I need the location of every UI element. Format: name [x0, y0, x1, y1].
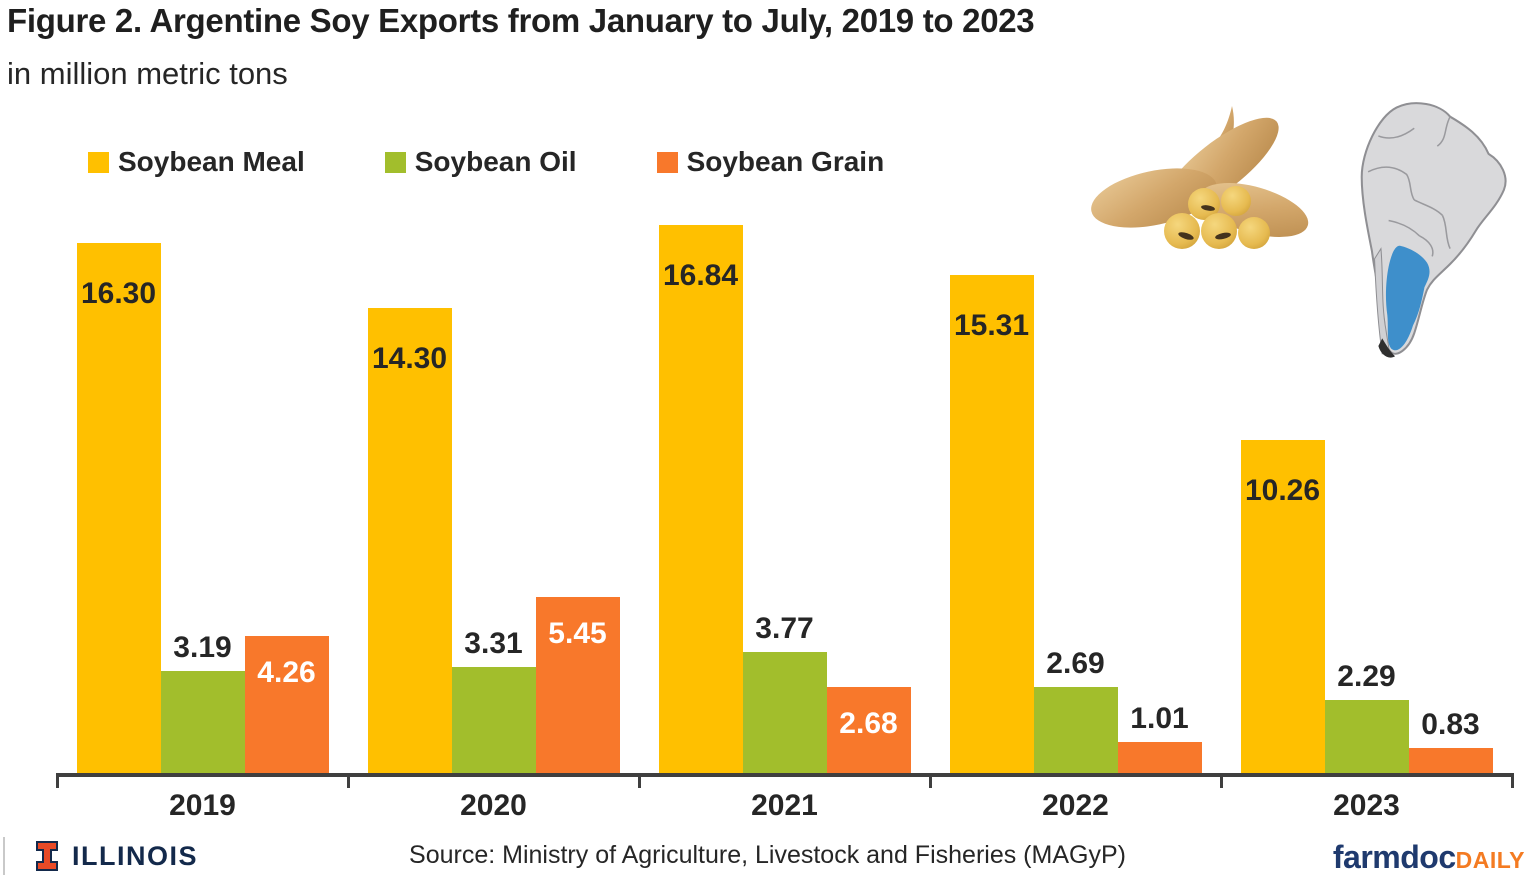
x-axis-label-2021: 2021: [751, 789, 818, 822]
value-label: 3.31: [464, 627, 523, 660]
value-label: 5.45: [548, 617, 607, 650]
legend-swatch-meal: [88, 151, 109, 173]
figure-title: Figure 2. Argentine Soy Exports from Jan…: [7, 2, 1035, 39]
bar-group-2021: 16.84 3.77 2.68: [639, 225, 930, 775]
legend-label-oil: Soybean Oil: [414, 146, 577, 177]
map-chile: [1374, 247, 1390, 355]
bar-soybean-meal-2020: 14.30: [367, 308, 452, 775]
soy-beans: [1164, 186, 1270, 249]
bar-soybean-oil-2020: 3.31: [451, 627, 536, 775]
daily-logo-text: DAILY: [1455, 847, 1525, 873]
bar-soybean-meal-2023: 10.26: [1240, 440, 1325, 775]
x-axis-tick: [347, 775, 350, 788]
map-argentina: [1385, 245, 1430, 351]
south-america-map: [1360, 102, 1507, 358]
x-axis-label-2023: 2023: [1333, 789, 1400, 822]
soybean-pods-image: [1091, 106, 1309, 249]
illinois-logo: ILLINOIS: [34, 839, 198, 873]
bar-group-2020: 14.30 3.31 5.45: [348, 225, 639, 775]
map-tierra-del-fuego: [1378, 338, 1396, 358]
x-axis-tick: [929, 775, 932, 788]
legend-item-soybean-meal: Soybean Meal: [88, 146, 305, 178]
legend-swatch-oil: [384, 151, 406, 173]
bar-group-2019: 16.30 3.19 4.26: [57, 225, 348, 775]
figure-subtitle: in million metric tons: [7, 56, 288, 91]
bar-soybean-meal-2021: 16.84: [658, 225, 743, 775]
x-axis-labels: 2019 2020 2021 2022 2023: [57, 789, 1512, 823]
bar-soybean-grain-2019: 4.26: [244, 636, 329, 775]
footer-left-divider: [3, 837, 5, 875]
bar-soybean-meal-2022: 15.31: [949, 275, 1034, 775]
x-axis-tick: [1220, 775, 1223, 788]
value-label: 2.29: [1337, 660, 1396, 693]
bar-soybean-oil-2022: 2.69: [1033, 647, 1118, 775]
x-axis-line: [56, 773, 1514, 777]
bar-soybean-oil-2021: 3.77: [742, 612, 827, 775]
bar-soybean-grain-2020: 5.45: [535, 597, 620, 775]
value-label: 15.31: [953, 309, 1030, 342]
value-label: 1.01: [1130, 702, 1189, 735]
bar-chart-plot: 16.30 3.19 4.26 14.30 3.31 5.45 16.84 3.77 2.68 1…: [57, 225, 1512, 775]
value-label: 16.84: [662, 259, 739, 292]
bar-soybean-grain-2021: 2.68: [826, 687, 911, 775]
bar-soybean-grain-2022: 1.01: [1117, 702, 1202, 775]
legend-item-soybean-oil: Soybean Oil: [384, 146, 577, 178]
bar-soybean-oil-2019: 3.19: [160, 631, 245, 775]
value-label: 2.69: [1046, 647, 1105, 680]
value-label: 3.77: [755, 612, 814, 645]
value-label: 4.26: [257, 656, 316, 689]
chart-legend: Soybean Meal Soybean Oil Soybean Grain: [88, 146, 964, 178]
legend-label-meal: Soybean Meal: [118, 146, 305, 177]
value-label: 2.68: [839, 707, 898, 740]
bar-soybean-oil-2023: 2.29: [1324, 660, 1409, 775]
x-axis-tick: [56, 775, 59, 788]
bar-soybean-meal-2019: 16.30: [76, 243, 161, 775]
bar-group-2022: 15.31 2.69 1.01: [930, 225, 1221, 775]
map-country-borders: [1367, 116, 1451, 257]
value-label: 14.30: [371, 342, 448, 375]
legend-item-soybean-grain: Soybean Grain: [656, 146, 885, 178]
source-text: Source: Ministry of Agriculture, Livesto…: [409, 841, 1126, 869]
legend-label-grain: Soybean Grain: [686, 146, 885, 177]
illinois-logo-text: ILLINOIS: [72, 840, 198, 871]
x-axis-label-2019: 2019: [169, 789, 236, 822]
farmdoc-logo-text: farmdoc: [1332, 839, 1456, 875]
value-label: 10.26: [1244, 474, 1321, 507]
farmdoc-daily-logo: farmdoc DAILY: [1333, 839, 1525, 876]
value-label: 0.83: [1421, 708, 1480, 741]
legend-swatch-grain: [656, 151, 678, 173]
bar-soybean-grain-2023: 0.83: [1408, 708, 1493, 775]
value-label: 16.30: [80, 277, 157, 310]
illinois-block-i-icon: [36, 841, 58, 871]
x-axis-label-2022: 2022: [1042, 789, 1109, 822]
x-axis-tick: [1511, 775, 1514, 788]
value-label: 3.19: [173, 631, 232, 664]
x-axis-label-2020: 2020: [460, 789, 527, 822]
bar-group-2023: 10.26 2.29 0.83: [1221, 225, 1512, 775]
footer: ILLINOIS Source: Ministry of Agriculture…: [0, 833, 1535, 877]
x-axis-tick: [638, 775, 641, 788]
